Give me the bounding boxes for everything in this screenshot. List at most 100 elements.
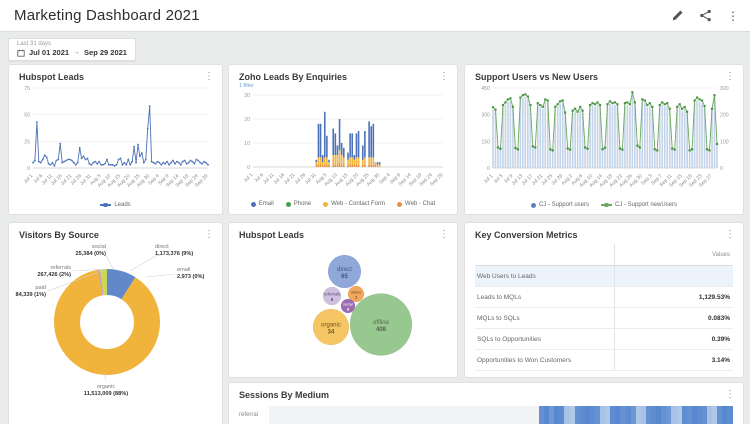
legend-item-cj-support-newusers[interactable]: CJ - Support newUsers: [601, 202, 677, 208]
heatmap-cell[interactable]: [707, 406, 713, 424]
panel-menu-icon[interactable]: ⋮: [439, 71, 449, 82]
heatmap-cell[interactable]: [584, 406, 590, 424]
heatmap-cell[interactable]: [696, 406, 702, 424]
heatmap-cell[interactable]: [360, 406, 366, 424]
donut-slice-social[interactable]: [54, 269, 160, 375]
heatmap-cell[interactable]: [498, 406, 504, 424]
heatmap-cell[interactable]: [533, 406, 539, 424]
heatmap-cell[interactable]: [269, 406, 275, 424]
heatmap-cell[interactable]: [319, 406, 326, 424]
heatmap-cell[interactable]: [656, 406, 662, 424]
heatmap-cell[interactable]: [350, 406, 356, 424]
legend-item-email[interactable]: Email: [250, 201, 274, 207]
legend-item-web-contact-form[interactable]: Web - Contact Form: [323, 201, 385, 207]
bubble-referrals[interactable]: [322, 286, 342, 306]
heatmap-cell[interactable]: [396, 406, 402, 424]
heatmap-cell[interactable]: [299, 406, 305, 424]
heatmap-cell[interactable]: [437, 406, 443, 424]
heatmap-cell[interactable]: [488, 406, 494, 424]
heatmap-cell[interactable]: [610, 406, 616, 424]
heatmap-cell[interactable]: [345, 406, 351, 424]
heatmap-cell[interactable]: [416, 406, 422, 424]
heatmap-cell[interactable]: [447, 406, 453, 424]
heatmap-cell[interactable]: [681, 406, 687, 424]
bubble-social[interactable]: [340, 298, 356, 314]
heatmap-cell[interactable]: [564, 406, 570, 424]
heatmap-cell[interactable]: [411, 406, 417, 424]
heatmap-cell[interactable]: [691, 406, 697, 424]
heatmap-cell[interactable]: [370, 406, 376, 424]
heatmap-cell[interactable]: [645, 406, 652, 424]
heatmap-cell[interactable]: [457, 406, 463, 424]
heatmap-cell[interactable]: [625, 406, 631, 424]
heatmap-cell[interactable]: [442, 406, 448, 424]
share-icon[interactable]: [698, 9, 712, 23]
heatmap-cell[interactable]: [381, 406, 387, 424]
heatmap-cell[interactable]: [274, 406, 280, 424]
heatmap-cell[interactable]: [518, 406, 524, 424]
heatmap-cell[interactable]: [651, 406, 657, 424]
heatmap-cell[interactable]: [579, 406, 585, 424]
heatmap-cell[interactable]: [432, 406, 438, 424]
more-options-icon[interactable]: ⋮: [727, 8, 739, 23]
heatmap-cell[interactable]: [554, 406, 560, 424]
heatmap-cell[interactable]: [401, 406, 407, 424]
heatmap-cell[interactable]: [589, 406, 595, 424]
heatmap-cell[interactable]: [528, 406, 534, 424]
heatmap-cell[interactable]: [676, 406, 682, 424]
heatmap-cell[interactable]: [462, 406, 468, 424]
donut-slice-organic[interactable]: [54, 269, 160, 375]
heatmap-cell[interactable]: [508, 406, 514, 424]
heatmap-cell[interactable]: [595, 406, 601, 424]
heatmap-cell[interactable]: [365, 406, 371, 424]
heatmap-cell[interactable]: [640, 406, 646, 424]
heatmap-cell[interactable]: [503, 406, 509, 424]
heatmap-cell[interactable]: [375, 406, 382, 424]
heatmap-cell[interactable]: [717, 406, 723, 424]
bubble-organic[interactable]: [312, 308, 350, 346]
heatmap-cell[interactable]: [671, 406, 677, 424]
panel-menu-icon[interactable]: ⋮: [439, 229, 449, 240]
heatmap-cell[interactable]: [314, 406, 320, 424]
heatmap-cell[interactable]: [605, 406, 611, 424]
panel-menu-icon[interactable]: ⋮: [725, 229, 735, 240]
heatmap-cell[interactable]: [472, 406, 478, 424]
date-range-filter[interactable]: Last 31 days Jul 01 2021 → Sep 29 2021: [8, 38, 136, 61]
heatmap-cell[interactable]: [701, 406, 708, 424]
heatmap-cell[interactable]: [294, 406, 300, 424]
heatmap-cell[interactable]: [559, 406, 565, 424]
heatmap-cell[interactable]: [615, 406, 621, 424]
heatmap-cell[interactable]: [391, 406, 397, 424]
heatmap-cell[interactable]: [493, 406, 499, 424]
heatmap-cell[interactable]: [549, 406, 555, 424]
heatmap-cell[interactable]: [538, 406, 545, 424]
heatmap-cell[interactable]: [467, 406, 473, 424]
heatmap-cell[interactable]: [477, 406, 483, 424]
heatmap-cell[interactable]: [304, 406, 310, 424]
heatmap-cell[interactable]: [284, 406, 290, 424]
heatmap-cell[interactable]: [666, 406, 672, 424]
heatmap-cell[interactable]: [452, 406, 458, 424]
heatmap-cell[interactable]: [406, 406, 412, 424]
heatmap-cell[interactable]: [523, 406, 529, 424]
panel-menu-icon[interactable]: ⋮: [725, 71, 735, 82]
heatmap-cell[interactable]: [513, 406, 519, 424]
heatmap-cell[interactable]: [544, 406, 550, 424]
heatmap-cell[interactable]: [727, 406, 733, 424]
heatmap-cell[interactable]: [335, 406, 341, 424]
heatmap-cell[interactable]: [279, 406, 285, 424]
heatmap-cell[interactable]: [635, 406, 641, 424]
heatmap-cell[interactable]: [355, 406, 361, 424]
filter-count-link[interactable]: 1 filter: [239, 83, 254, 89]
bubble-offline[interactable]: [349, 293, 413, 356]
heatmap-cell[interactable]: [309, 406, 315, 424]
bubble-direct[interactable]: [327, 254, 362, 289]
bubble-others[interactable]: [347, 285, 365, 303]
heatmap-cell[interactable]: [340, 406, 346, 424]
heatmap-cell[interactable]: [569, 406, 575, 424]
heatmap-cell[interactable]: [325, 406, 331, 424]
heatmap-cell[interactable]: [426, 406, 432, 424]
legend-item-leads[interactable]: Leads: [100, 202, 131, 208]
panel-menu-icon[interactable]: ⋮: [725, 389, 735, 400]
heatmap-cell[interactable]: [289, 406, 295, 424]
